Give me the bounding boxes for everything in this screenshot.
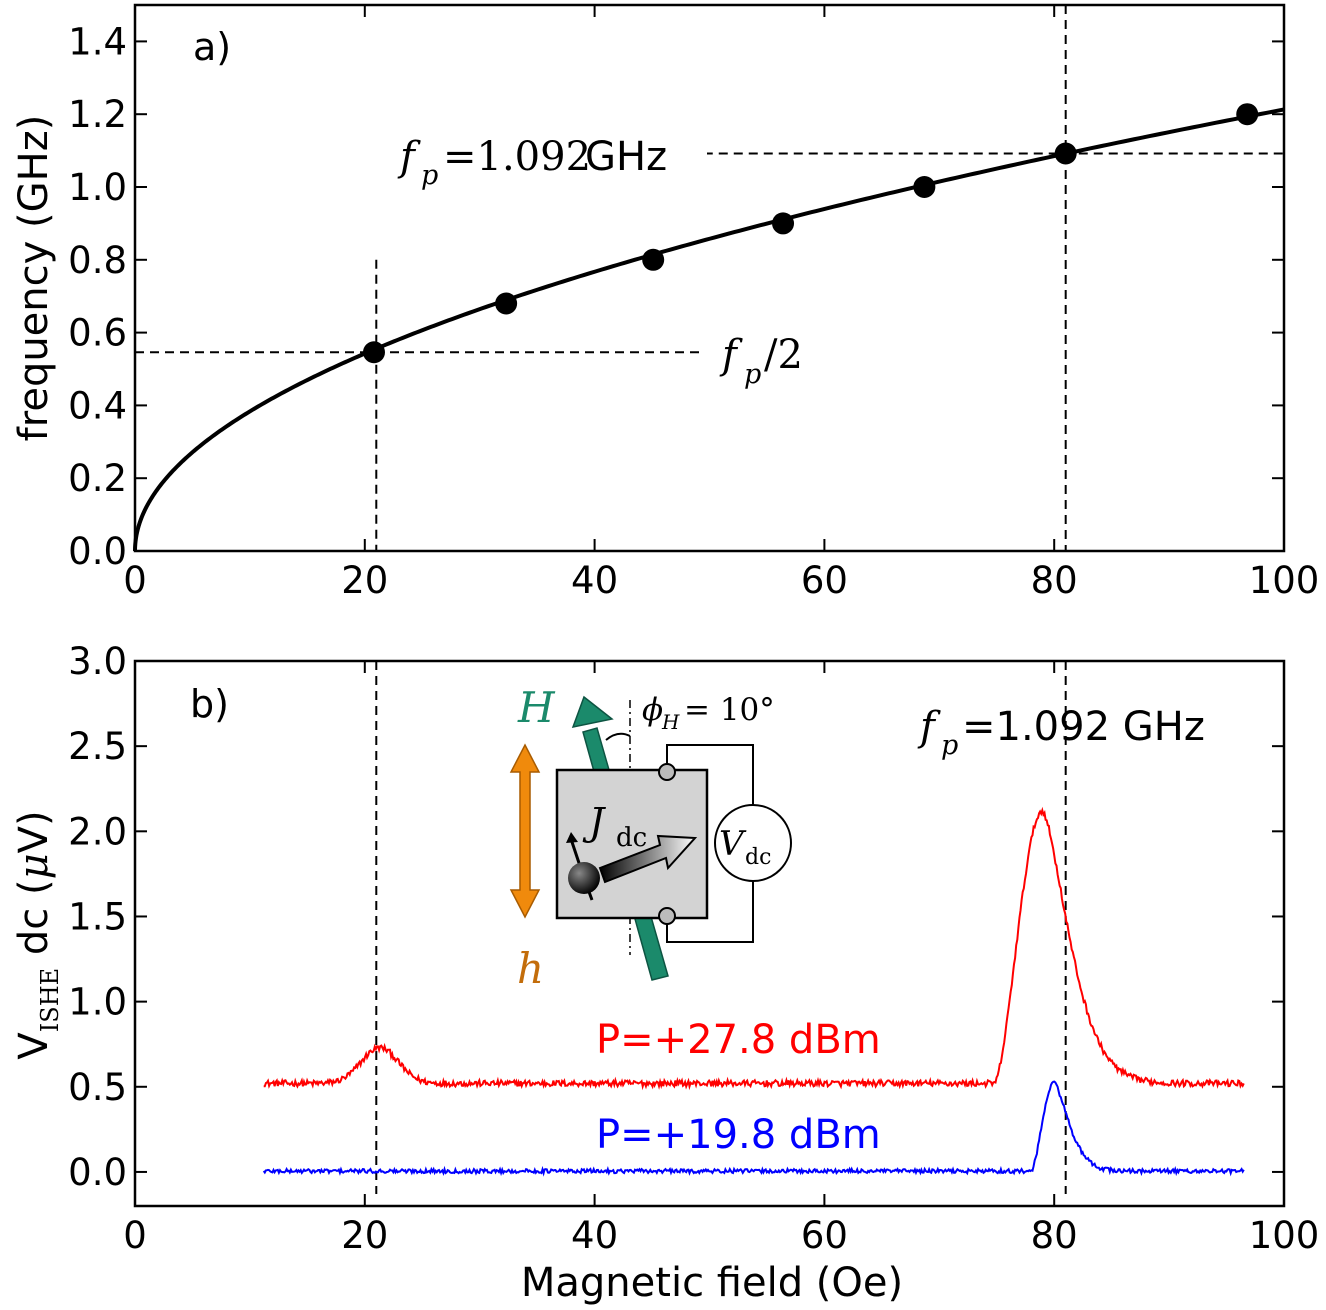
series-p27-8-dbm	[263, 806, 1245, 1091]
fp-annotation-b: f p =1.092 GHz	[917, 704, 1205, 761]
y-tick-label: 0.0	[68, 530, 127, 573]
svg-text:=1.092: =1.092	[443, 134, 591, 180]
svg-text:H: H	[661, 710, 680, 734]
x-tick-label: 60	[801, 559, 848, 602]
panel-a-points	[362, 103, 1259, 364]
svg-text:GHz: GHz	[585, 134, 667, 180]
panel-a-label: a)	[193, 25, 231, 69]
contact-top	[658, 763, 676, 781]
contact-bottom	[658, 907, 676, 925]
x-tick-label: 20	[341, 1214, 388, 1257]
svg-text:V: V	[719, 824, 747, 864]
legend-blue: P=+19.8 dBm	[596, 1112, 881, 1158]
y-tick-label: 1.0	[68, 166, 127, 209]
x-tick-label: 60	[801, 1214, 848, 1257]
panel-b-label: b)	[190, 682, 229, 726]
inset-schematic: H ϕ H = 10° V dc h	[509, 683, 792, 993]
fit-curve	[133, 107, 1285, 552]
series-p19-8-dbm	[262, 1080, 1245, 1177]
angle-label: ϕ	[642, 692, 663, 728]
data-point	[642, 248, 665, 271]
y-tick-label: 0.6	[68, 312, 127, 355]
data-point	[1236, 103, 1259, 126]
panel-a-guides	[135, 5, 1284, 551]
svg-text:f: f	[719, 332, 743, 378]
data-point	[772, 212, 795, 235]
y-tick-label: 1.0	[68, 981, 127, 1024]
y-tick-label: 0.5	[68, 1066, 127, 1109]
y-tick-label: 1.2	[68, 93, 127, 136]
spin-current-arrow	[598, 834, 698, 884]
x-tick-label: 100	[1249, 559, 1320, 602]
data-point	[362, 341, 385, 364]
x-tick-label: 80	[1031, 559, 1078, 602]
x-tick-label: 20	[341, 559, 388, 602]
rf-label: h	[517, 944, 544, 993]
voltmeter	[714, 804, 792, 882]
circuit-wire	[666, 744, 754, 806]
fp-annotation: f p =1.092 GHz	[395, 132, 707, 191]
y-tick-label: 0.2	[68, 457, 127, 500]
angle-arc	[605, 732, 631, 741]
legend-red: P=+27.8 dBm	[596, 1017, 881, 1063]
y-tick-label: 1.4	[68, 20, 127, 63]
panel-a-ticks: 0 20 40 60 80 100 0.0 0.2 0.4 0.6 0.8 1.0 1.2 1.4	[68, 5, 1319, 602]
svg-text:p: p	[744, 359, 761, 390]
rf-arrow	[509, 743, 541, 919]
data-point	[913, 176, 936, 198]
x-tick-label: 40	[571, 1214, 618, 1257]
fp-half-annotation: f p /2	[719, 332, 803, 390]
y-tick-label: 3.0	[68, 640, 127, 683]
y-tick-label: 2.0	[68, 810, 127, 853]
x-tick-label: 0	[123, 1214, 147, 1257]
y-tick-label: 1.5	[68, 895, 127, 938]
x-tick-label: 0	[123, 559, 147, 602]
svg-text:p: p	[421, 160, 438, 191]
svg-text:= 10°: = 10°	[684, 692, 775, 728]
panel-b-ylabel: VISHE dc (μV)	[11, 810, 64, 1059]
svg-text:f: f	[917, 704, 941, 750]
field-label: H	[517, 683, 556, 732]
x-tick-label: 40	[571, 559, 618, 602]
panel-b-frame	[133, 659, 1286, 1208]
y-tick-label: 0.0	[68, 1151, 127, 1194]
spin-ball	[568, 862, 600, 894]
panel-b-ticks: 0 20 40 60 80 100 0.0 0.5 1.0 1.5 2.0 2.5 3.0	[68, 640, 1319, 1257]
y-tick-label: 0.4	[68, 384, 127, 427]
svg-text:p: p	[941, 730, 958, 761]
y-tick-label: 2.5	[68, 725, 127, 768]
svg-text:VISHE dc (μV): VISHE dc (μV)	[11, 810, 64, 1059]
svg-text:dc: dc	[616, 823, 647, 853]
x-tick-label: 100	[1249, 1214, 1320, 1257]
svg-text:dc: dc	[745, 845, 771, 870]
panel-a-frame	[133, 3, 1286, 553]
svg-text:/2: /2	[764, 332, 803, 378]
spin-axis-head	[566, 832, 578, 843]
data-point	[495, 292, 518, 315]
field-arrow-head	[571, 695, 614, 729]
x-tick-label: 80	[1031, 1214, 1078, 1257]
panel-a-ylabel: frequency (GHz)	[11, 115, 57, 442]
circuit-wire-lower	[666, 880, 754, 943]
y-tick-label: 0.8	[68, 239, 127, 282]
data-point	[1054, 142, 1077, 165]
panel-b: 0 20 40 60 80 100 0.0 0.5 1.0 1.5 2.0 2.5 3.0 b) f p…	[11, 640, 1319, 1306]
x-axis-title: Magnetic field (Oe)	[521, 1260, 903, 1306]
svg-text:=1.092 GHz: =1.092 GHz	[962, 704, 1205, 750]
